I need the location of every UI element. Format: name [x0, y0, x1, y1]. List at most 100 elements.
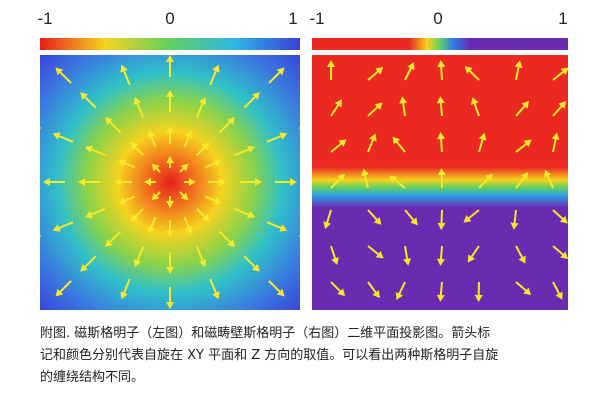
arrow-head [290, 178, 297, 186]
arrow-head [437, 168, 446, 176]
arrow-shaft [110, 311, 117, 320]
arrow-head [252, 92, 260, 100]
arrow-head [369, 133, 377, 142]
arrow-shaft [107, 230, 122, 245]
arrow-shaft [266, 221, 284, 230]
arrow-head [144, 178, 151, 186]
arrow-head [520, 172, 529, 181]
arrow-shaft [243, 94, 258, 109]
arrow-head [185, 225, 193, 234]
colorbar-label: 0 [165, 9, 174, 28]
arrow-head [403, 258, 412, 266]
arrow-head [523, 139, 532, 148]
arrow-head [166, 267, 174, 274]
arrow-head [8, 178, 15, 186]
arrow-head [399, 96, 408, 104]
arrow-head [43, 178, 50, 186]
arrows [323, 60, 568, 302]
colorbar [312, 38, 568, 50]
arrow-head [544, 169, 552, 178]
arrow-head [518, 255, 526, 264]
arrow-head [166, 90, 174, 97]
colorbar [40, 38, 300, 50]
arrow-head [166, 156, 174, 163]
arrow-shaft [107, 119, 122, 134]
arrow-head [133, 258, 142, 267]
arrow-head [189, 178, 196, 186]
arrow-head [514, 60, 523, 69]
arrow-head [120, 291, 128, 300]
arrow-shaft [82, 94, 97, 109]
arrow-shaft [195, 246, 205, 264]
arrow-shaft [268, 280, 283, 295]
arrow-head [118, 159, 127, 167]
arrow-head [201, 213, 210, 222]
arrow-shaft [135, 100, 145, 118]
arrow-head [246, 210, 255, 219]
arrow-head [510, 222, 519, 230]
arrow-shaft [57, 69, 72, 84]
arrow-shaft [40, 234, 42, 237]
arrow-head [151, 163, 160, 172]
arrow-head [474, 294, 483, 302]
arrow-shaft [218, 230, 233, 245]
arrow-head [85, 210, 94, 219]
arrow-head [374, 102, 383, 111]
arrow-head [201, 142, 210, 151]
caption-line: 附图. 磁斯格明子（左图）和磁畴壁斯格明子（右图）二维平面投影图。箭头标 [40, 326, 491, 341]
arrow-shaft [209, 68, 218, 86]
arrow-head [555, 291, 563, 300]
arrow-head [55, 67, 64, 76]
arrow-head [436, 258, 445, 266]
colorbar-label: 1 [558, 9, 567, 28]
arrow-head [219, 178, 226, 186]
arrow-shaft [234, 207, 252, 217]
arrow-head [166, 55, 174, 62]
arrow-head [470, 97, 479, 106]
domain-wall-skyrmion-image [312, 55, 568, 310]
arrow-shaft [224, 311, 231, 320]
arrow-head [523, 287, 532, 296]
arrow-head [213, 197, 222, 205]
arrow-head [389, 175, 398, 184]
arrow-head [372, 290, 380, 299]
arrow-shaft [57, 280, 72, 295]
arrow-shaft [195, 100, 205, 118]
arrow-head [276, 288, 285, 297]
figure: -1 0 1 -1 0 1 [8, 9, 568, 320]
arrow-head [410, 217, 418, 226]
arrow-head [255, 178, 262, 186]
arrow-head [558, 100, 567, 109]
arrow-head [407, 62, 415, 71]
arrow-head [327, 60, 335, 67]
arrow-head [227, 116, 236, 125]
arrow-head [337, 288, 346, 297]
arrow-head [55, 288, 64, 297]
arrow-head [437, 132, 446, 140]
arrow-head [337, 173, 346, 182]
arrow-head [246, 145, 255, 154]
arrow-shaft [82, 255, 97, 270]
arrow-head [80, 92, 88, 100]
arrow-head [560, 251, 568, 260]
colorbar-label: -1 [37, 9, 52, 28]
arrow-head [104, 116, 113, 125]
arrow-head [437, 60, 446, 68]
arrow-head [20, 238, 28, 245]
arrow-head [85, 145, 94, 154]
arrow-head [437, 222, 446, 230]
arrow-head [180, 163, 189, 172]
arrow-head [198, 97, 207, 106]
arrow-shaft [209, 278, 218, 296]
arrow-head [395, 292, 404, 301]
arrow-head [212, 64, 220, 73]
arrow-head [185, 130, 193, 139]
arrow-head [147, 130, 155, 139]
arrow-head [323, 221, 331, 230]
caption-line: 的缠绕结构不同。 [40, 370, 145, 385]
arrow-head [130, 213, 139, 222]
arrow-head [166, 201, 174, 208]
arrow-head [52, 224, 61, 232]
arrow-head [147, 225, 155, 234]
